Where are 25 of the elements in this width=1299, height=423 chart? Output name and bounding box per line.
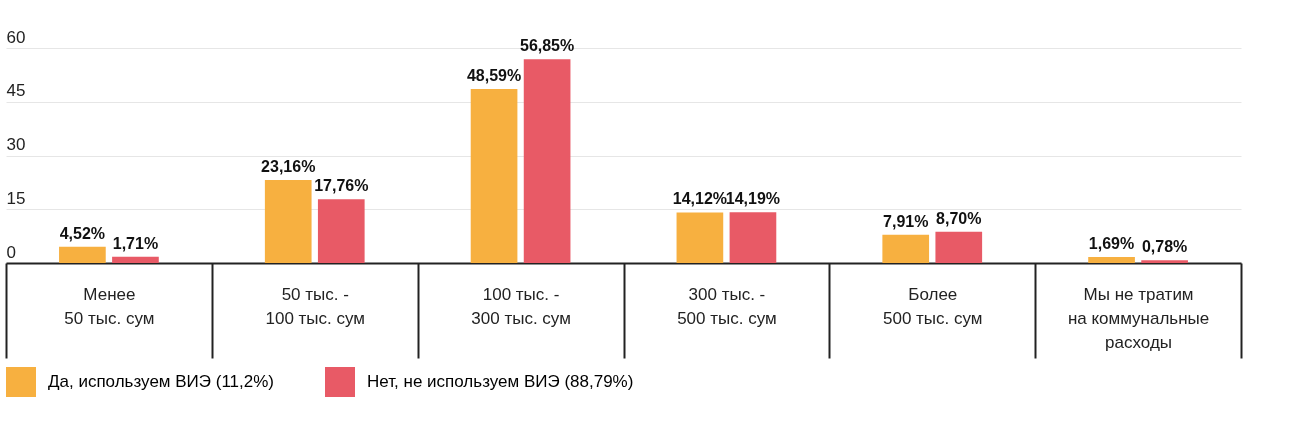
legend-label: Да, используем ВИЭ (11,2%) [48, 372, 275, 391]
x-tick-label: 100 тыс. - 300 тыс. сум [471, 284, 571, 328]
legend-label: Нет, не используем ВИЭ (88,79%) [367, 372, 634, 391]
x-tick-label: 300 тыс. - 500 тыс. сум [677, 284, 777, 328]
x-tick-label: Менее 50 тыс. сум [64, 284, 155, 328]
data-label: 17,76% [314, 177, 369, 195]
data-label: 1,71% [112, 234, 159, 252]
y-tick-label: 15 [6, 188, 26, 208]
y-tick-label: 45 [6, 81, 26, 101]
data-label: 7,91% [883, 212, 929, 230]
data-label: 0,78% [1141, 238, 1188, 256]
data-label: 14,19% [725, 190, 781, 208]
x-tick-label: Мы не тратим на коммунальные расходы [1067, 284, 1210, 352]
x-tick-label: Более 500 тыс. сум [882, 284, 983, 328]
y-tick-label: 30 [6, 135, 26, 154]
data-label: 48,59% [466, 66, 522, 84]
data-label: 4,52% [59, 224, 106, 242]
data-label: 56,85% [519, 37, 575, 55]
data-label: 14,12% [672, 190, 728, 208]
data-label: 8,70% [936, 209, 982, 227]
y-tick-label: 0 [6, 242, 16, 262]
x-tick-label: 50 тыс. - 100 тыс. сум [265, 284, 366, 328]
data-label: 23,16% [261, 158, 316, 176]
data-label: 1,69% [1088, 234, 1135, 252]
y-tick-label: 60 [6, 27, 26, 47]
